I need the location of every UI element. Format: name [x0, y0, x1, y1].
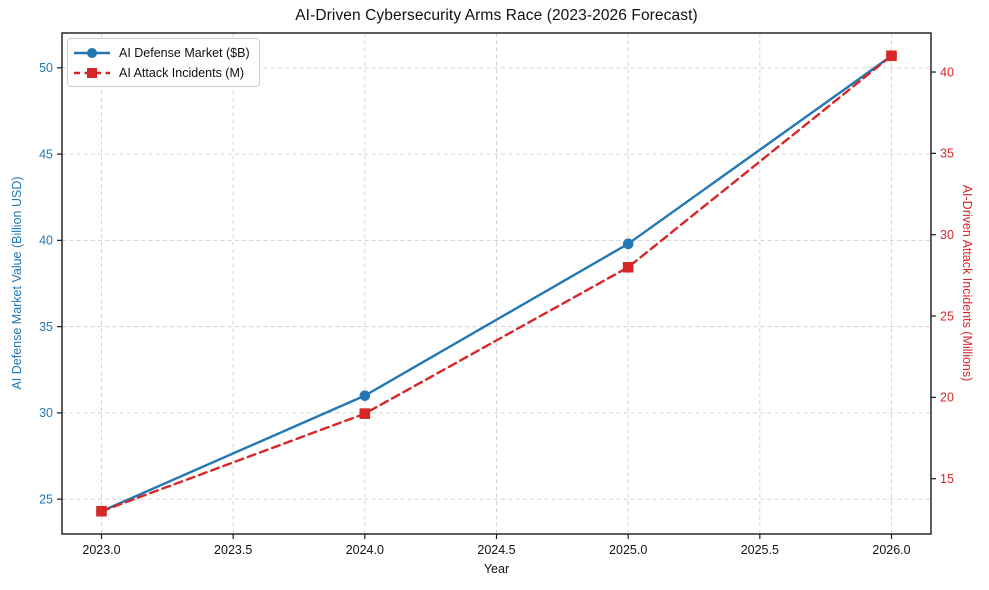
attack-data-point	[886, 50, 897, 62]
left-y-tick-label: 25	[39, 492, 53, 506]
attack-data-point	[96, 505, 107, 517]
chart-title: AI-Driven Cybersecurity Arms Race (2023-…	[295, 7, 698, 24]
attack-line-sample-icon	[74, 67, 110, 78]
x-tick-label: 2024.5	[477, 543, 515, 557]
chart-legend: AI Defense Market ($B) AI Attack Inciden…	[67, 38, 260, 87]
legend-label-defense: AI Defense Market ($B)	[119, 45, 250, 60]
x-tick-label: 2024.0	[346, 543, 384, 557]
attack-data-point	[622, 261, 634, 273]
defense-data-point	[359, 390, 371, 401]
right-y-tick-label: 20	[940, 391, 954, 405]
legend-entry-attack: AI Attack Incidents (M)	[73, 64, 250, 81]
left-y-tick-label: 40	[39, 234, 53, 248]
x-tick-label: 2026.0	[872, 543, 910, 557]
left-y-tick-label: 35	[39, 320, 53, 334]
left-y-tick-label: 45	[39, 147, 53, 161]
attack-data-point	[359, 408, 371, 419]
defense-series-line	[100, 54, 893, 513]
x-tick-label: 2023.5	[214, 543, 252, 557]
x-tick-label: 2025.5	[741, 543, 779, 557]
left-y-tick-label: 30	[39, 406, 53, 420]
left-y-tick-label: 50	[39, 61, 53, 75]
legend-entry-defense: AI Defense Market ($B)	[73, 44, 250, 61]
right-y-tick-label: 15	[940, 472, 954, 486]
legend-label-attack: AI Attack Incidents (M)	[119, 65, 245, 80]
right-y-tick-label: 35	[940, 147, 954, 161]
x-tick-label: 2023.0	[82, 543, 120, 557]
attack-series-line	[100, 54, 893, 513]
right-y-tick-label: 25	[940, 309, 954, 323]
x-axis-label: Year	[483, 562, 510, 576]
x-tick-label: 2025.0	[609, 543, 647, 557]
defense-data-point	[622, 238, 634, 250]
defense-line-sample-icon	[74, 47, 110, 58]
right-y-tick-label: 40	[940, 65, 954, 79]
right-y-tick-label: 30	[940, 228, 954, 242]
